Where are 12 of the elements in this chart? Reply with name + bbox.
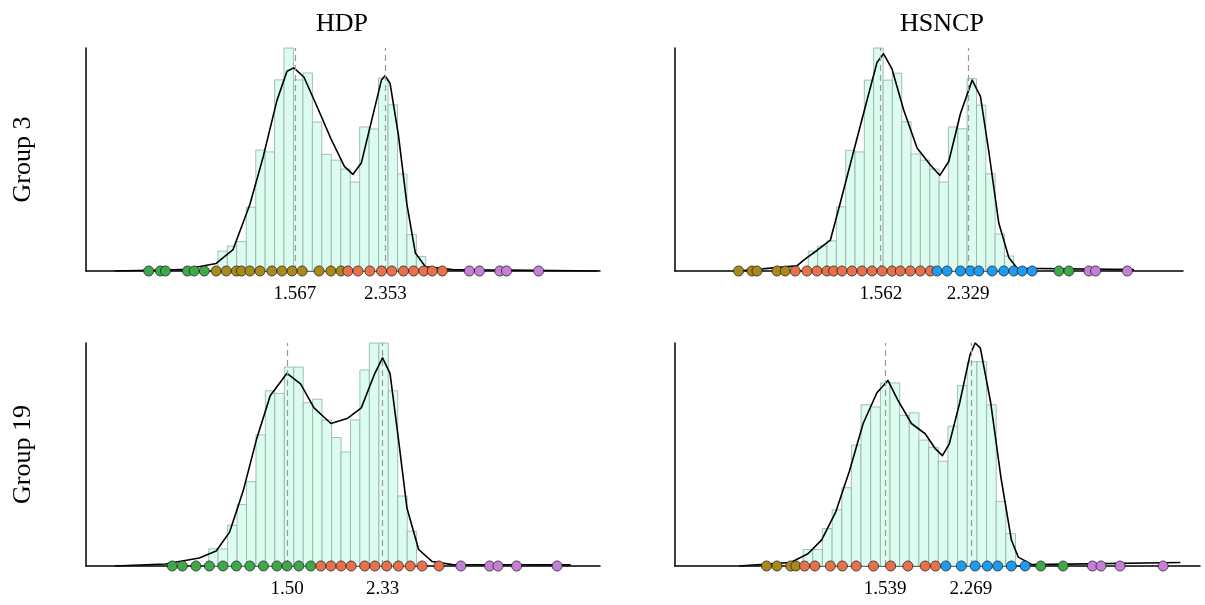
x-tick-label: 1.539 — [863, 577, 907, 598]
x-tick-label: 1.567 — [273, 282, 317, 303]
x-tick-label: 2.33 — [366, 577, 400, 598]
y-axis-title: Group 19 — [6, 405, 36, 504]
y-axis-title: Group 3 — [6, 116, 36, 203]
x-tick-label: 2.269 — [949, 577, 993, 598]
x-tick-label: 2.353 — [363, 282, 407, 303]
x-tick-label: 1.562 — [859, 282, 903, 303]
x-tick-label: 1.50 — [270, 577, 304, 598]
chart-title: HSNCP — [900, 7, 984, 37]
x-tick-label: 2.329 — [946, 282, 990, 303]
chart-title: HDP — [315, 7, 369, 37]
